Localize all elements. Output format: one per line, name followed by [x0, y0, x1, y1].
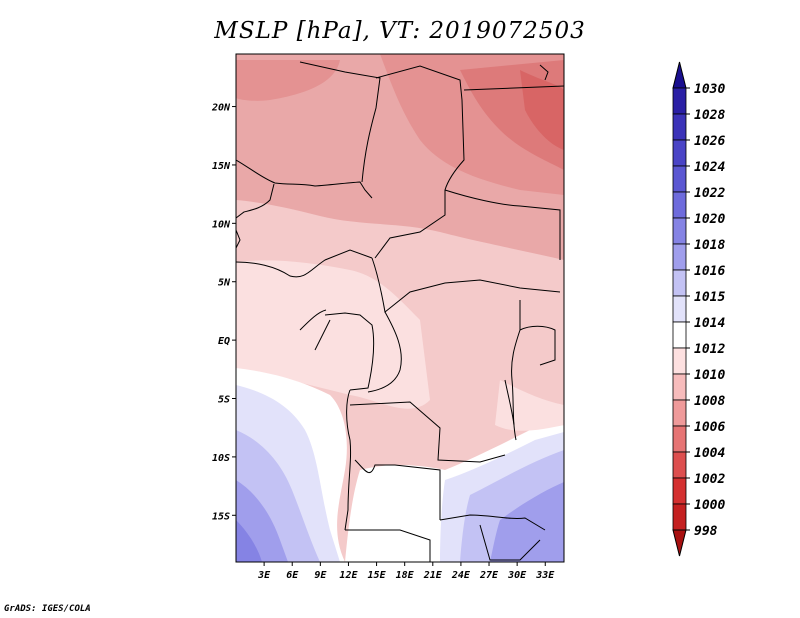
colorbar-label: 1010 — [694, 368, 725, 383]
lon-label: 9E — [314, 570, 327, 581]
colorbar-segment — [672, 113, 687, 141]
colorbar-label: 1020 — [694, 212, 725, 227]
lat-label: 10S — [212, 453, 230, 464]
lon-label: 15E — [368, 570, 387, 581]
plot-frame — [235, 53, 565, 563]
colorbar-segment — [672, 347, 687, 375]
colorbar-segment — [672, 321, 687, 349]
colorbar-segment — [672, 425, 687, 453]
colorbar-label: 1015 — [694, 290, 725, 305]
lat-label: 10N — [212, 219, 231, 230]
colorbar-segment — [672, 243, 687, 271]
colorbar-label: 1018 — [694, 238, 725, 253]
lon-label: 21E — [423, 570, 443, 581]
lat-label: 15S — [212, 511, 230, 522]
colorbar-label: 1004 — [694, 446, 725, 461]
colorbar-label: 998 — [694, 524, 718, 539]
colorbar-segment — [672, 399, 687, 427]
country-borders — [236, 61, 564, 562]
lat-label: 15N — [212, 161, 231, 172]
colorbar-label: 1006 — [694, 420, 725, 435]
pressure-map: 20N 15N 10N 5N EQ 5S 10S 15S 3E 6E 9E 12E 15E 18E 21E… — [211, 53, 725, 581]
map-title: MSLP [hPa], VT: 2019072503 — [214, 18, 586, 44]
colorbar-label: 1022 — [694, 186, 725, 201]
colorbar-segment — [672, 269, 687, 297]
colorbar-label: 1014 — [694, 316, 725, 331]
lon-label: 27E — [479, 570, 499, 581]
latitude-axis: 20N 15N 10N 5N EQ 5S 10S 15S — [211, 103, 236, 522]
longitude-axis: 3E 6E 9E 12E 15E 18E 21E 24E 27E 30E 33E — [257, 562, 555, 581]
lat-label: 5N — [218, 278, 231, 289]
colorbar-label: 1028 — [694, 108, 725, 123]
lon-label: 12E — [339, 570, 358, 581]
colorbar-segment — [672, 217, 687, 245]
colorbar-label: 1026 — [694, 134, 725, 149]
colorbar-segment — [672, 295, 687, 323]
colorbar-label: 1024 — [694, 160, 725, 175]
colorbar-label: 1002 — [694, 472, 725, 487]
colorbar-max-arrow — [672, 61, 687, 89]
colorbar-segment — [672, 477, 687, 505]
lon-label: 24E — [451, 570, 471, 581]
lon-label: 3E — [257, 570, 271, 581]
grads-credit: GrADS: IGES/COLA — [4, 604, 91, 614]
lon-label: 18E — [396, 570, 415, 581]
colorbar: 1030 1028 1026 1024 1022 1020 1018 1016 1015 1014… — [672, 61, 725, 557]
colorbar-label: 1012 — [694, 342, 725, 357]
colorbar-segment — [672, 87, 687, 115]
lon-label: 33E — [535, 570, 555, 581]
colorbar-segment — [672, 451, 687, 479]
colorbar-segment — [672, 191, 687, 219]
colorbar-segment — [672, 139, 687, 167]
colorbar-segment — [672, 165, 687, 193]
colorbar-label: 1030 — [694, 82, 725, 97]
colorbar-segment — [672, 373, 687, 401]
colorbar-min-arrow — [672, 529, 687, 557]
colorbar-label: 1000 — [694, 498, 725, 513]
colorbar-label: 1008 — [694, 394, 725, 409]
lon-label: 6E — [286, 570, 299, 581]
lon-label: 30E — [507, 570, 527, 581]
colorbar-label: 1016 — [694, 264, 725, 279]
lat-label: EQ — [218, 336, 230, 347]
lat-label: 5S — [218, 395, 230, 406]
colorbar-segment — [672, 503, 687, 531]
lat-label: 20N — [211, 103, 231, 114]
pressure-field — [236, 54, 564, 562]
